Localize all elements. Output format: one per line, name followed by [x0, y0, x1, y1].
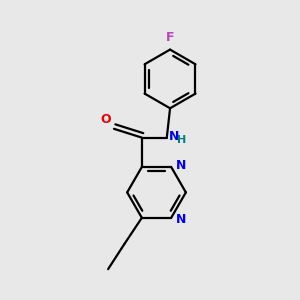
- Text: N: N: [176, 159, 186, 172]
- Text: F: F: [166, 31, 174, 44]
- Text: O: O: [101, 113, 111, 126]
- Text: H: H: [177, 135, 186, 145]
- Text: N: N: [168, 130, 179, 143]
- Text: N: N: [176, 213, 186, 226]
